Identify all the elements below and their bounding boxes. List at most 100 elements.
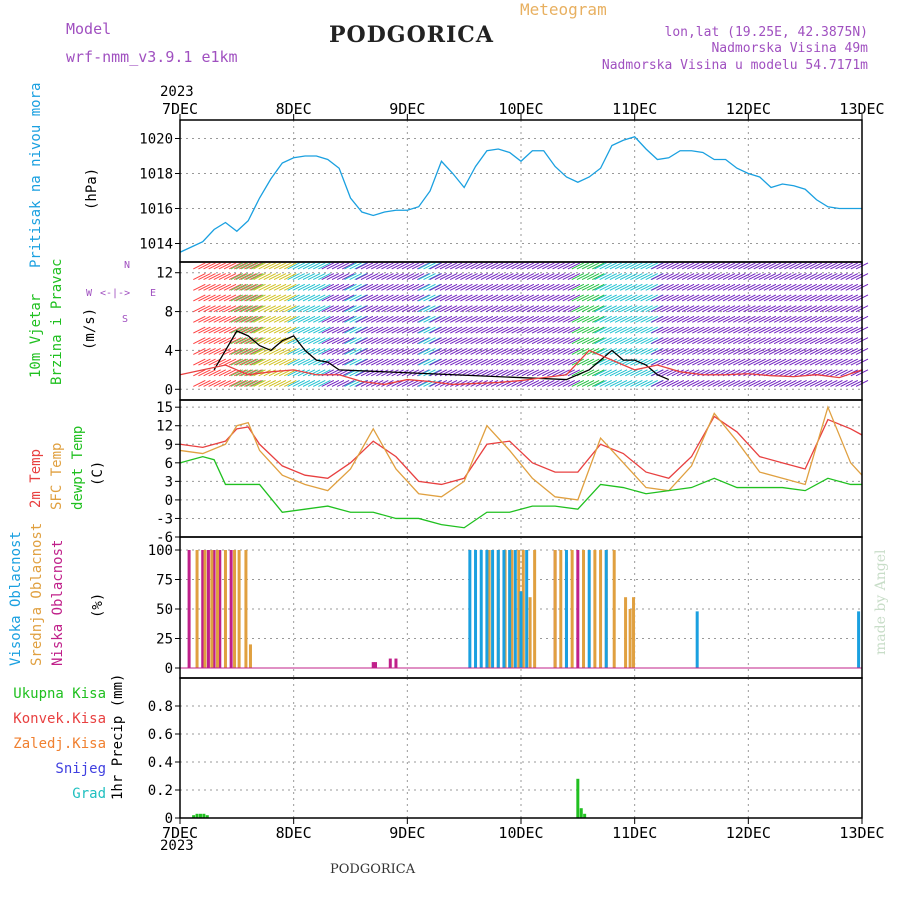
wind-barb	[391, 337, 404, 345]
wind-barb	[738, 358, 751, 366]
wind-barb	[516, 315, 529, 323]
wind-barb	[784, 305, 797, 313]
wind-barb	[809, 337, 823, 345]
wind-barb	[630, 262, 643, 270]
wind-barb	[391, 262, 404, 270]
wind-barb	[830, 337, 843, 345]
wind-barb	[511, 369, 524, 377]
wind-barb	[743, 262, 756, 270]
wind-barb	[326, 358, 340, 366]
wind-barb	[521, 369, 535, 377]
wind-barb	[681, 262, 695, 270]
y-tick-label: 0.2	[148, 783, 173, 799]
wind-barb	[208, 326, 221, 334]
wind-barb	[727, 262, 741, 270]
wind-barb	[604, 380, 618, 387]
wind-barb	[501, 305, 514, 313]
wind-barb	[268, 305, 282, 313]
wind-barb	[789, 283, 802, 291]
wind-barb	[743, 315, 756, 323]
wind-barb	[396, 283, 410, 291]
wind-barb	[235, 337, 249, 345]
wind-barb	[234, 369, 247, 377]
wind-barb	[592, 326, 605, 334]
wind-barb	[630, 294, 643, 302]
wind-barb	[268, 283, 282, 291]
wind-barb	[313, 347, 326, 355]
wind-barb	[465, 358, 478, 366]
wind-barb	[547, 305, 560, 313]
y-tick-label: 25	[156, 632, 173, 648]
wind-barb	[297, 369, 311, 377]
wind-barb	[635, 326, 648, 334]
wind-barb	[733, 283, 746, 291]
wind-barb	[354, 262, 367, 270]
wind-barb	[850, 347, 864, 355]
wind-barb	[676, 273, 690, 281]
wind-barb	[253, 380, 266, 387]
wind-barb	[223, 294, 237, 302]
wind-barb	[552, 369, 565, 377]
wind-barb	[234, 305, 247, 313]
wind-barb	[576, 337, 590, 345]
wind-barb	[449, 283, 463, 291]
wind-barb	[230, 380, 244, 387]
wind-barb	[318, 283, 331, 291]
wind-barb	[758, 262, 772, 270]
wind-barb	[506, 347, 519, 355]
wind-barb	[748, 283, 761, 291]
wind-barb	[516, 347, 529, 355]
wind-barb	[213, 337, 227, 345]
wind-barb	[198, 326, 211, 334]
wind-barb	[349, 337, 362, 345]
wind-barb	[825, 305, 838, 313]
wind-barb	[753, 262, 766, 270]
wind-barb	[423, 315, 436, 323]
wind-barb	[506, 262, 519, 270]
wind-barb	[536, 262, 550, 270]
wind-barb	[763, 305, 777, 313]
wind-barb	[763, 380, 777, 387]
year-top: 2023	[160, 84, 194, 100]
wind-barb	[576, 283, 590, 291]
wind-barb	[702, 326, 715, 334]
wind-barb	[681, 358, 695, 366]
wind-barb	[758, 305, 772, 313]
wind-barb	[814, 337, 828, 345]
y-tick-label: 15	[156, 400, 173, 416]
wind-barb	[547, 262, 560, 270]
wind-barb	[604, 262, 618, 270]
wind-barb	[722, 358, 736, 366]
wind-barb	[230, 369, 244, 377]
wind-barb	[609, 369, 623, 377]
wind-barb	[386, 305, 399, 313]
wind-barb	[712, 380, 726, 387]
wind-barb	[391, 283, 404, 291]
wind-barb	[651, 262, 664, 270]
wind-barb	[825, 358, 838, 366]
wind-barb	[625, 380, 638, 387]
wind-barb	[439, 337, 453, 345]
wind-barb	[336, 358, 350, 366]
wind-barb	[604, 369, 618, 377]
wind-barb	[599, 294, 612, 302]
wind-barb	[460, 294, 473, 302]
wind-barb	[506, 337, 519, 345]
wind-barb	[830, 305, 843, 313]
wind-barb	[619, 315, 633, 323]
wind-barb	[547, 337, 560, 345]
wind-barb	[198, 262, 211, 270]
wind-barb	[321, 347, 334, 355]
wind-barb	[313, 283, 326, 291]
wind-barb	[840, 337, 853, 345]
model-elevation-label: Nadmorska Visina u modelu 54.7171m	[601, 58, 868, 73]
wind-barb	[542, 305, 555, 313]
wind-barb	[258, 273, 271, 281]
wind-barb	[396, 326, 410, 334]
wind-barb	[586, 262, 600, 270]
wind-barb	[609, 262, 623, 270]
wind-barb	[258, 358, 271, 366]
wind-barb	[470, 326, 483, 334]
wind-barb	[198, 337, 211, 345]
wind-barb	[645, 294, 658, 302]
